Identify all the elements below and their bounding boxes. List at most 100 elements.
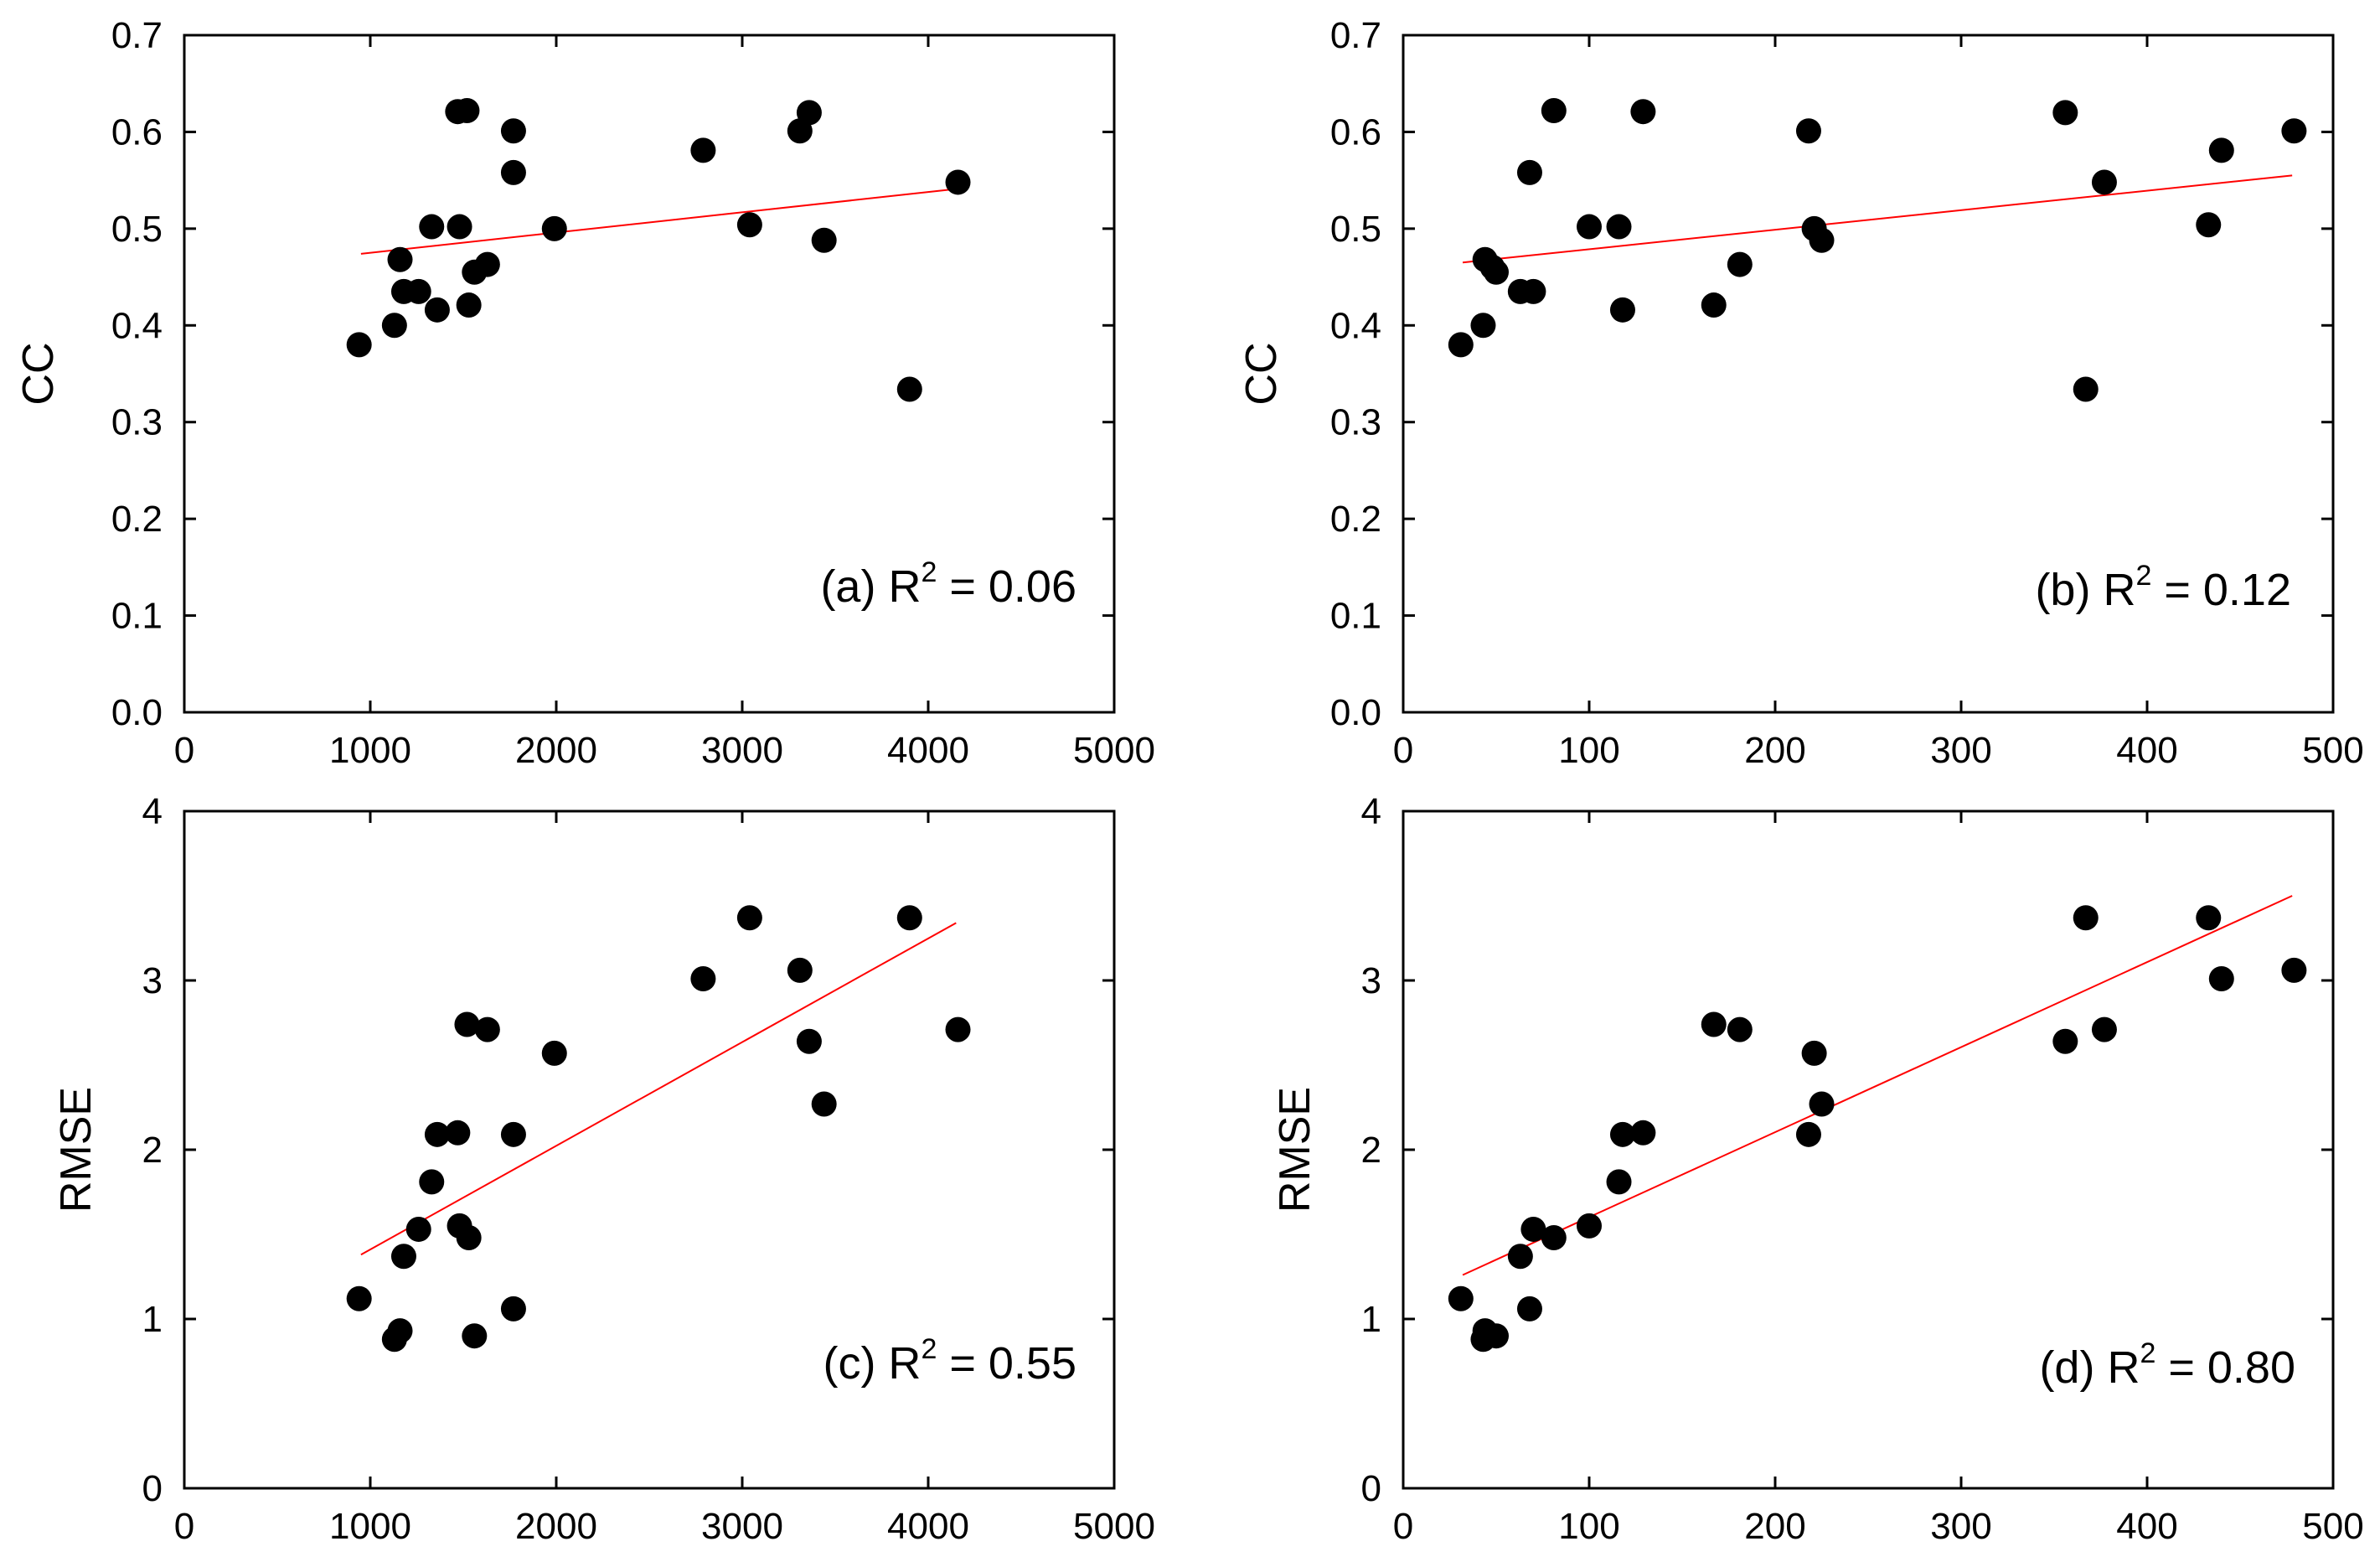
plot-frame bbox=[183, 34, 1116, 714]
data-point bbox=[2052, 1028, 2078, 1054]
data-point bbox=[2208, 965, 2234, 991]
x-tick-label: 300 bbox=[1930, 730, 1991, 771]
data-point bbox=[541, 215, 567, 241]
data-point bbox=[454, 98, 480, 124]
y-tick-label: 1 bbox=[1361, 1299, 1381, 1340]
y-tick-label: 0.4 bbox=[111, 305, 163, 346]
data-point bbox=[2073, 905, 2099, 931]
regression-line bbox=[360, 188, 957, 255]
data-point bbox=[1448, 332, 1474, 358]
annotation-prefix: (d) R bbox=[2039, 1342, 2140, 1393]
r-squared-annotation: (a) R2 = 0.06 bbox=[820, 556, 1076, 612]
data-point bbox=[2196, 212, 2222, 238]
data-point bbox=[500, 1121, 526, 1147]
data-point bbox=[2196, 905, 2222, 931]
x-tick-label: 500 bbox=[2302, 1506, 2363, 1547]
data-point bbox=[1727, 1016, 1753, 1042]
y-tick-label: 0.3 bbox=[1330, 402, 1381, 443]
data-point bbox=[1795, 1121, 1821, 1147]
annotation-superscript: 2 bbox=[921, 1333, 937, 1365]
data-point bbox=[1577, 214, 1602, 240]
data-point bbox=[541, 1040, 567, 1066]
x-tick-label: 3000 bbox=[701, 730, 783, 771]
data-point bbox=[456, 1225, 482, 1251]
data-point bbox=[690, 137, 716, 163]
y-tick-label: 0.2 bbox=[111, 499, 163, 540]
data-point bbox=[405, 1216, 431, 1242]
annotation-superscript: 2 bbox=[921, 556, 937, 588]
data-point bbox=[445, 1120, 471, 1146]
data-point bbox=[796, 1028, 822, 1054]
x-tick-label: 500 bbox=[2302, 730, 2363, 771]
x-tick-label: 200 bbox=[1744, 730, 1805, 771]
data-point bbox=[1541, 1225, 1567, 1251]
y-axis-label: RMSE bbox=[1271, 1087, 1319, 1213]
data-point bbox=[1809, 227, 1835, 253]
y-tick-label: 2 bbox=[142, 1130, 163, 1171]
r-squared-annotation: (b) R2 = 0.12 bbox=[2035, 560, 2291, 615]
x-tick-label: 300 bbox=[1930, 1506, 1991, 1547]
data-point bbox=[346, 1285, 372, 1311]
y-tick-label: 0 bbox=[142, 1468, 163, 1509]
data-point bbox=[1484, 1323, 1509, 1349]
data-point bbox=[424, 297, 450, 323]
y-tick-label: 4 bbox=[1361, 791, 1381, 832]
data-point bbox=[2091, 1016, 2117, 1042]
data-point bbox=[945, 1016, 971, 1042]
x-tick-label: 5000 bbox=[1073, 730, 1155, 771]
data-point bbox=[474, 1016, 500, 1042]
y-axis-label: CC bbox=[1237, 342, 1286, 405]
x-tick-label: 3000 bbox=[701, 1506, 783, 1547]
y-tick-label: 0.7 bbox=[1330, 15, 1381, 56]
data-point bbox=[1630, 99, 1656, 125]
data-point bbox=[387, 1318, 413, 1344]
regression-line bbox=[1462, 895, 2293, 1276]
data-point bbox=[2091, 169, 2117, 195]
y-tick-label: 0.5 bbox=[111, 209, 163, 250]
x-tick-label: 0 bbox=[174, 1506, 194, 1547]
x-tick-label: 100 bbox=[1558, 1506, 1619, 1547]
data-point bbox=[1701, 1011, 1727, 1037]
data-point bbox=[447, 214, 472, 240]
data-point bbox=[390, 1244, 416, 1270]
data-point bbox=[796, 100, 822, 126]
data-point bbox=[1520, 1216, 1546, 1242]
annotation-superscript: 2 bbox=[2140, 1337, 2155, 1369]
panel-b-cc-vs-x: 0 100 200 300 400 500 0.0 0.1 0.2 0.3 0.4 0.5 0.6 0.7… bbox=[1237, 15, 2364, 771]
y-tick-label: 3 bbox=[1361, 960, 1381, 1001]
y-tick-label: 0.5 bbox=[1330, 209, 1381, 250]
x-tick-label: 200 bbox=[1744, 1506, 1805, 1547]
data-point bbox=[419, 1169, 445, 1195]
y-tick-label: 0.4 bbox=[1330, 305, 1381, 346]
panel-a-cc-vs-x: 0 1000 2000 3000 4000 5000 0.0 0.1 0.2 0.3 0.4 0.5 0… bbox=[14, 15, 1155, 771]
data-point bbox=[1795, 118, 1821, 144]
data-point bbox=[500, 1296, 526, 1321]
data-point bbox=[811, 227, 837, 253]
data-point bbox=[419, 214, 445, 240]
annotation-prefix: (b) R bbox=[2035, 565, 2135, 615]
data-point bbox=[1701, 292, 1727, 318]
data-point bbox=[2052, 100, 2078, 126]
data-point bbox=[1520, 278, 1546, 304]
annotation-value: = 0.80 bbox=[2155, 1342, 2295, 1393]
data-point bbox=[896, 905, 922, 931]
data-point bbox=[1630, 1120, 1656, 1146]
data-point bbox=[500, 118, 526, 144]
x-tick-label: 1000 bbox=[329, 1506, 411, 1547]
x-tick-label: 0 bbox=[1393, 730, 1413, 771]
x-tick-label: 2000 bbox=[515, 730, 597, 771]
x-tick-label: 5000 bbox=[1073, 1506, 1155, 1547]
annotation-value: = 0.55 bbox=[937, 1338, 1076, 1389]
x-tick-label: 0 bbox=[174, 730, 194, 771]
data-point bbox=[1484, 259, 1509, 285]
data-point bbox=[474, 251, 500, 277]
y-axis-label: CC bbox=[14, 342, 63, 405]
y-tick-label: 0.0 bbox=[111, 692, 163, 733]
y-tick-label: 2 bbox=[1361, 1130, 1381, 1171]
y-tick-label: 0.1 bbox=[111, 596, 163, 637]
data-point bbox=[2073, 376, 2099, 402]
y-tick-label: 0.0 bbox=[1330, 692, 1381, 733]
data-point bbox=[381, 313, 407, 339]
